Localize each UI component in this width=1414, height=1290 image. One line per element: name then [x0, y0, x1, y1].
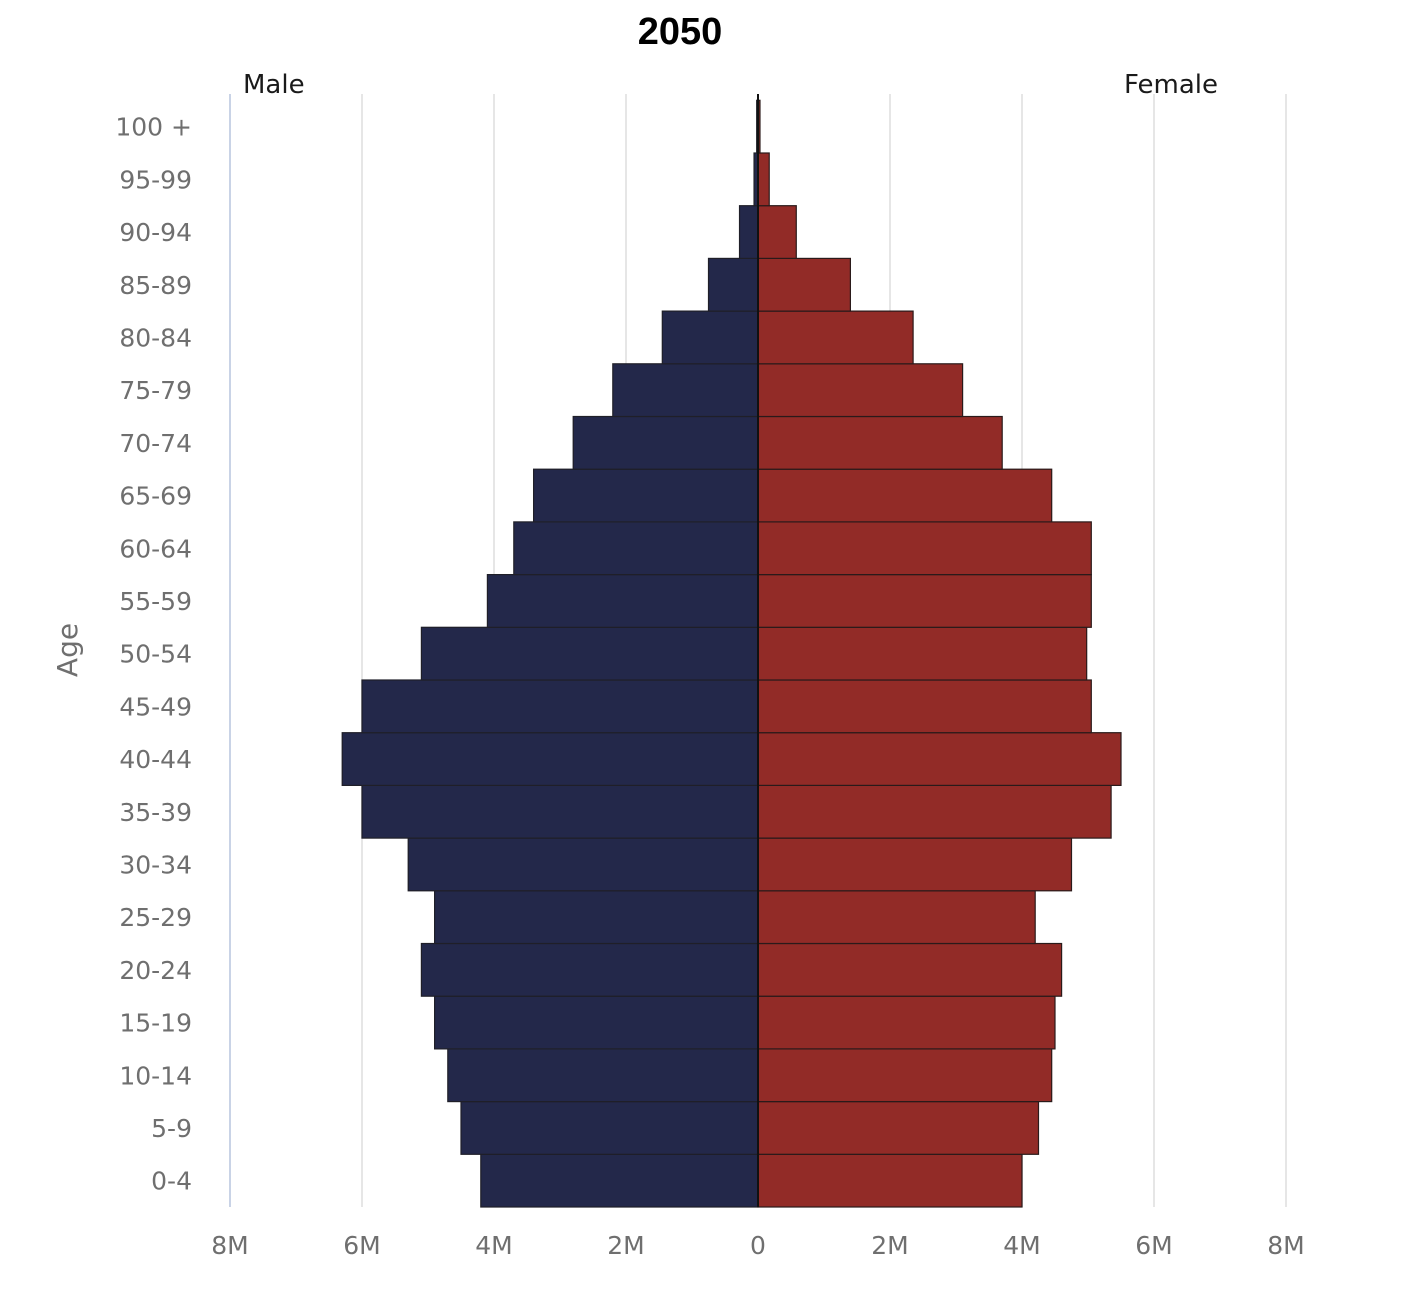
y-tick-label: 60-64: [119, 534, 192, 563]
x-tick-label: 2M: [871, 1231, 908, 1260]
bar-male-50-54: [420, 626, 759, 681]
y-tick-label: 0-4: [151, 1167, 192, 1196]
bars: [341, 94, 1122, 1208]
x-tick-label: 8M: [211, 1231, 248, 1260]
x-tick-label: 6M: [343, 1231, 380, 1260]
y-tick-label: 45-49: [119, 692, 192, 721]
bar-female-25-29: [757, 890, 1036, 945]
bar-female-55-59: [757, 573, 1092, 628]
y-tick-label: 35-39: [119, 798, 192, 827]
y-tick-label: 95-99: [119, 165, 192, 194]
bar-female-65-69: [757, 468, 1053, 523]
y-axis-ticks: 0-4 5-9 10-14 15-19 20-24 25-29 30-34 35-39 40-4…: [115, 113, 192, 1196]
bar-male-55-59: [486, 573, 759, 628]
y-tick-label: 10-14: [119, 1061, 192, 1090]
y-tick-label: 30-34: [119, 850, 192, 879]
bar-female-95-99: [757, 152, 770, 207]
bar-female-50-54: [757, 626, 1088, 681]
x-tick-label: 8M: [1267, 1231, 1304, 1260]
x-axis-ticks: 8M 6M 4M 2M 0 2M 4M 6M 8M: [211, 1231, 1304, 1260]
bar-female-80-84: [757, 310, 914, 365]
y-axis-title: Age: [51, 623, 84, 677]
bar-male-65-69: [532, 468, 759, 523]
y-tick-label: 55-59: [119, 587, 192, 616]
bar-male-30-34: [407, 837, 759, 892]
bar-female-85-89: [757, 257, 852, 312]
bar-male-45-49: [361, 679, 759, 734]
y-tick-label: 25-29: [119, 903, 192, 932]
x-tick-label: 4M: [475, 1231, 512, 1260]
bar-female-90-94: [757, 205, 797, 259]
bar-female-60-64: [757, 521, 1092, 576]
bar-female-35-39: [757, 784, 1112, 839]
bar-female-10-14: [757, 1048, 1053, 1103]
y-tick-label: 85-89: [119, 271, 192, 300]
y-tick-label: 40-44: [119, 745, 192, 774]
y-tick-label: 75-79: [119, 376, 192, 405]
bar-male-75-79: [612, 363, 759, 418]
bar-male-0-4: [480, 1153, 759, 1208]
bar-male-85-89: [707, 257, 759, 312]
chart-title: 2050: [638, 11, 723, 53]
y-tick-label: 100 +: [115, 113, 192, 142]
y-tick-label: 5-9: [151, 1114, 192, 1143]
bar-female-20-24: [757, 942, 1063, 997]
bar-male-80-84: [661, 310, 759, 365]
bar-male-25-29: [434, 890, 759, 945]
bar-female-5-9: [757, 1100, 1040, 1155]
bar-female-15-19: [757, 995, 1056, 1050]
bar-male-20-24: [420, 942, 759, 997]
x-tick-label: 4M: [1003, 1231, 1040, 1260]
y-tick-label: 90-94: [119, 218, 192, 247]
y-tick-label: 80-84: [119, 323, 192, 352]
bar-male-10-14: [447, 1048, 759, 1103]
x-tick-label: 6M: [1135, 1231, 1172, 1260]
x-tick-label: 0: [750, 1231, 766, 1260]
y-tick-label: 50-54: [119, 640, 192, 669]
bar-female-0-4: [757, 1153, 1023, 1208]
bar-male-70-74: [572, 415, 759, 470]
bar-female-75-79: [757, 363, 964, 418]
bar-male-15-19: [434, 995, 759, 1050]
y-tick-label: 20-24: [119, 956, 192, 985]
x-tick-label: 2M: [607, 1231, 644, 1260]
bar-female-45-49: [757, 679, 1092, 734]
y-tick-label: 15-19: [119, 1009, 192, 1038]
y-tick-label: 65-69: [119, 482, 192, 511]
bar-male-60-64: [513, 521, 759, 576]
y-tick-label: 70-74: [119, 429, 192, 458]
bar-female-40-44: [757, 732, 1122, 787]
bar-female-30-34: [757, 837, 1073, 892]
bar-male-40-44: [341, 732, 759, 787]
male-label: Male: [243, 70, 305, 100]
bar-male-35-39: [361, 784, 759, 839]
bar-male-90-94: [738, 205, 759, 259]
bar-female-70-74: [757, 415, 1003, 470]
bar-male-5-9: [460, 1100, 759, 1155]
female-label: Female: [1124, 70, 1218, 100]
